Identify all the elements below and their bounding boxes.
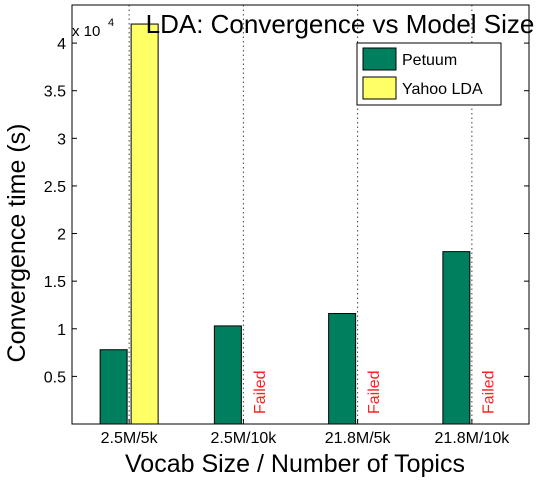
y-tick-label-3: 2: [57, 227, 66, 244]
y-tick-label-1: 1: [57, 322, 66, 339]
x-tick-label-3: 21.8M/10k: [435, 430, 511, 447]
y-multiplier-text: x 10: [72, 23, 100, 40]
bar-petuum-2: [328, 313, 357, 425]
y-axis-ticks: 0.5 1 1.5 2 2.5 3 3.5 4: [44, 36, 529, 386]
y-tick-label-2: 1.5: [44, 274, 66, 291]
y-tick-label-4: 2.5: [44, 179, 66, 196]
x-tick-label-2: 21.8M/5k: [325, 430, 392, 447]
legend-swatch-petuum: [362, 47, 397, 71]
y-tick-label-5: 3: [57, 131, 66, 148]
chart-title: LDA: Convergence vs Model Size: [146, 9, 535, 39]
y-axis-label: Convergence time (s): [3, 124, 31, 363]
legend: Petuum Yahoo LDA: [356, 42, 502, 106]
bar-group: [99, 23, 471, 425]
failed-label-2: Failed: [366, 370, 383, 414]
y-multiplier-exponent: 4: [108, 17, 114, 29]
legend-label-petuum: Petuum: [402, 52, 457, 69]
y-tick-label-7: 4: [57, 36, 66, 53]
failed-labels: Failed Failed Failed: [252, 370, 498, 414]
bar-petuum-1: [213, 325, 242, 425]
failed-label-3: Failed: [480, 370, 497, 414]
bar-petuum-0: [99, 349, 128, 425]
legend-swatch-yahoo-lda: [362, 76, 397, 100]
bar-petuum-3: [442, 251, 471, 425]
bar-yahoo-lda-0: [130, 23, 159, 425]
y-tick-label-0: 0.5: [44, 369, 66, 386]
x-axis-label: Vocab Size / Number of Topics: [125, 450, 465, 478]
legend-label-yahoo-lda: Yahoo LDA: [402, 81, 483, 98]
x-tick-label-0: 2.5M/5k: [101, 430, 159, 447]
x-tick-label-1: 2.5M/10k: [210, 430, 277, 447]
plot-frame: [71, 4, 530, 425]
y-tick-label-6: 3.5: [44, 84, 66, 101]
x-axis-ticks: 2.5M/5k 2.5M/10k 21.8M/5k 21.8M/10k: [101, 419, 511, 447]
failed-label-1: Failed: [252, 370, 269, 414]
